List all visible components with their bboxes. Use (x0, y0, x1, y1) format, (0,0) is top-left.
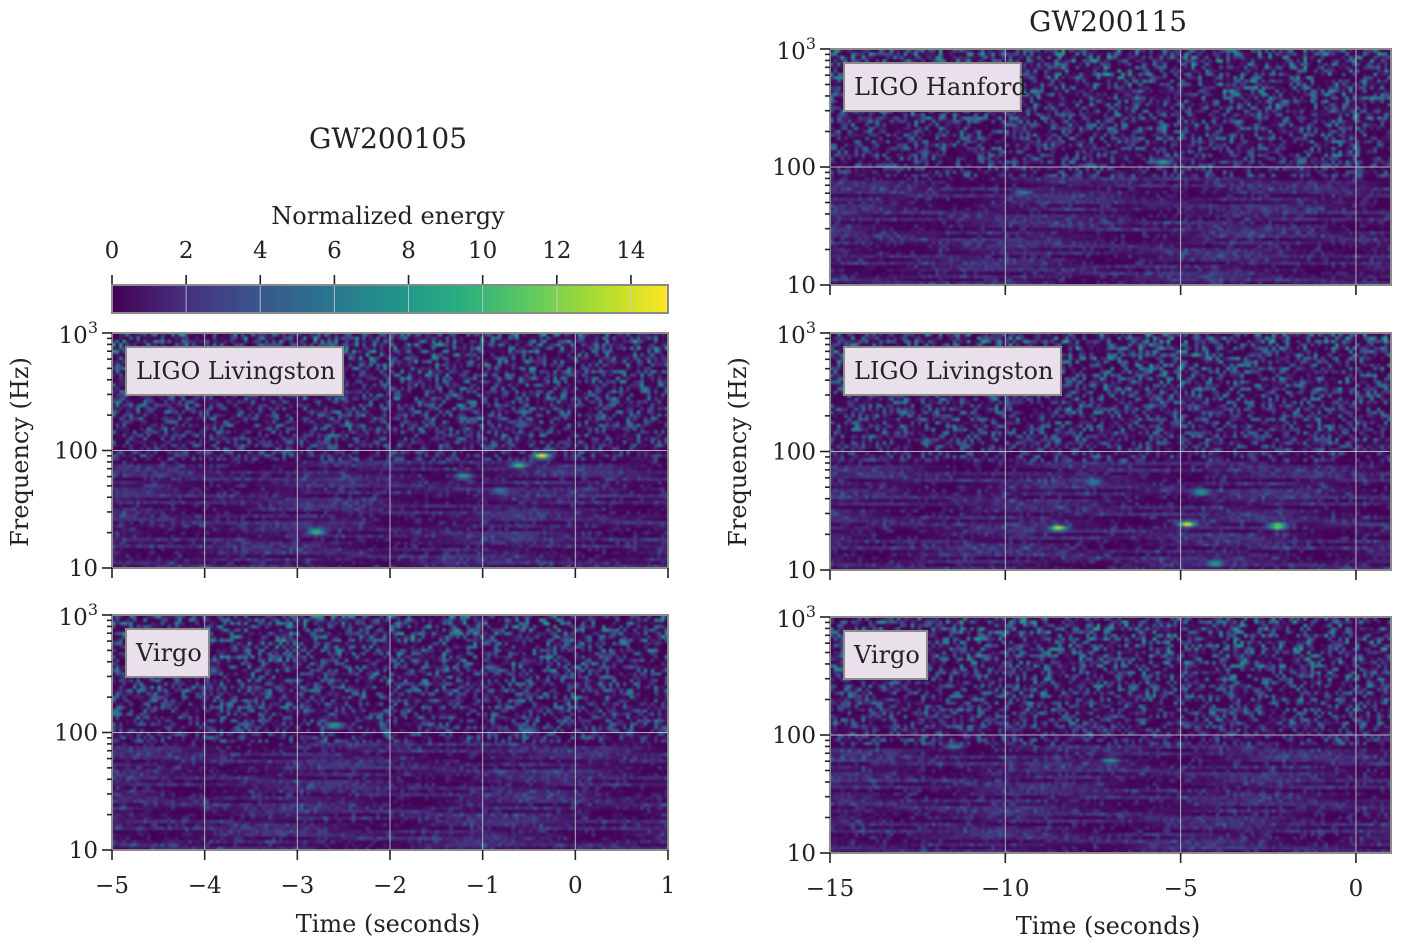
detector-label: Virgo (853, 641, 920, 669)
x-tick-label: −1 (466, 873, 500, 899)
y-tick-label: 100 (772, 723, 816, 749)
left-xlabel: Time (seconds) (296, 910, 481, 938)
detector-label: LIGO Livingston (136, 357, 335, 385)
right-xlabel: Time (seconds) (1016, 912, 1201, 940)
y-tick-label: 103 (777, 34, 816, 65)
detector-label: LIGO Hanford (854, 73, 1027, 101)
colorbar-tick-label: 0 (105, 238, 120, 264)
colorbar-tick-label: 10 (468, 238, 497, 264)
colorbar-tick-label: 4 (253, 238, 268, 264)
detector-label-box (843, 62, 1022, 112)
detector-label: Virgo (135, 639, 202, 667)
colorbar-frame (111, 284, 669, 314)
detector-label-box (843, 630, 928, 680)
spectrogram-panel: 10 100 103 LIGO Livingston (772, 318, 1392, 584)
y-tick-label: 103 (59, 600, 98, 631)
spectrogram-panel: 10 100 103 −15 −10 −5 0 Virgo (772, 602, 1392, 902)
colorbar-tick-label: 2 (179, 238, 194, 264)
x-tick-label: −4 (188, 873, 222, 899)
y-tick-label: 100 (772, 155, 816, 181)
x-tick-label: −2 (373, 873, 407, 899)
y-tick-label: 10 (69, 838, 98, 864)
y-tick-label: 10 (69, 556, 98, 582)
detector-label: LIGO Livingston (854, 357, 1053, 385)
x-tick-label: −10 (981, 876, 1030, 902)
left-ylabel: Frequency (Hz) (6, 357, 34, 547)
spectrogram-panel: 10 100 103 LIGO Hanford (772, 34, 1392, 299)
y-tick-label: 10 (787, 558, 816, 584)
spectrogram-panel: 10 100 103 LIGO Livingston (54, 318, 669, 582)
y-tick-label: 10 (787, 273, 816, 299)
colorbar-tick-label: 6 (327, 238, 342, 264)
x-tick-label: −3 (280, 873, 314, 899)
y-tick-label: 100 (54, 721, 98, 747)
spectrogram-panel: 10 100 103 −5 −4 −3 −2 −1 0 1 Virgo (54, 600, 675, 899)
x-tick-label: −5 (1164, 876, 1198, 902)
colorbar: Normalized energy 0 2 4 6 8 10 12 14 (105, 202, 669, 314)
x-tick-label: −15 (806, 876, 855, 902)
colorbar-tick-label: 12 (542, 238, 571, 264)
right-title: GW200115 (1029, 5, 1187, 38)
detector-label-box (125, 346, 344, 396)
detector-label-box (843, 346, 1062, 396)
colorbar-gradient (112, 285, 668, 313)
colorbar-ticks: 0 2 4 6 8 10 12 14 (105, 238, 646, 285)
x-tick-label: 1 (661, 873, 676, 899)
y-tick-label: 103 (59, 318, 98, 349)
y-tick-label: 100 (54, 439, 98, 465)
colorbar-tick-label: 8 (401, 238, 416, 264)
colorbar-label: Normalized energy (271, 202, 505, 230)
x-tick-label: −5 (95, 873, 129, 899)
right-ylabel: Frequency (Hz) (724, 357, 752, 547)
y-tick-label: 103 (777, 602, 816, 633)
y-tick-label: 103 (777, 318, 816, 349)
colorbar-tick-label: 14 (616, 238, 645, 264)
y-tick-label: 100 (772, 440, 816, 466)
colorbar-grid (185, 285, 632, 313)
left-title: GW200105 (309, 122, 467, 155)
detector-label-box (125, 628, 210, 678)
x-tick-label: 0 (1349, 876, 1364, 902)
x-tick-label: 0 (568, 873, 583, 899)
y-tick-label: 10 (787, 841, 816, 867)
